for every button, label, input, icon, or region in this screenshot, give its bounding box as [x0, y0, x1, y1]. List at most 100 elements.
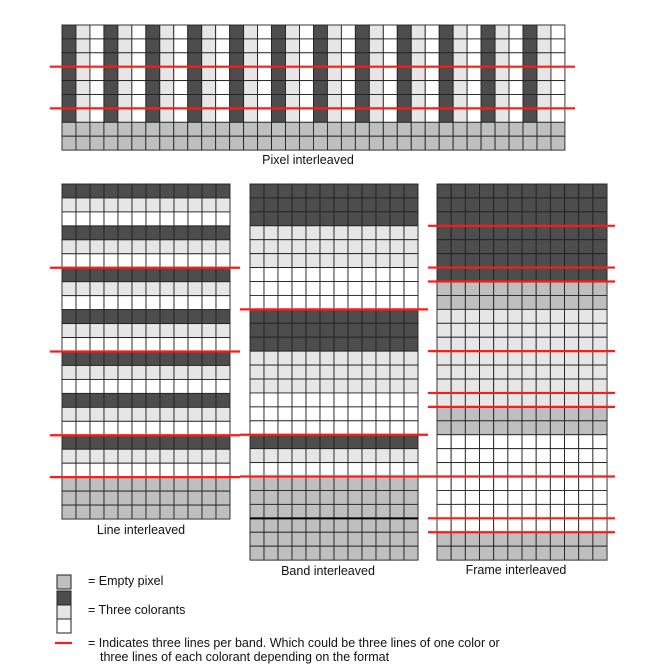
pixel-cell-light: [410, 24, 426, 40]
pixel-cell-white: [131, 107, 147, 123]
pixel-cell-empty: [201, 135, 217, 151]
line-cell-light: [75, 239, 91, 255]
line-cell-white: [173, 295, 189, 311]
band-cell-dark: [403, 183, 419, 199]
line-cell-light: [145, 365, 161, 380]
pixel-cell-light: [201, 80, 217, 95]
pixel-cell-white: [299, 38, 314, 54]
pixel-cell-dark: [271, 94, 286, 109]
pixel-cell-white: [299, 66, 314, 82]
band-cell-empty: [361, 476, 377, 491]
pixel-cell-white: [257, 66, 272, 82]
band-cell-white: [263, 462, 279, 477]
line-cell-light: [215, 281, 231, 297]
line-cell-dark: [159, 351, 175, 366]
line-cell-dark: [159, 392, 175, 408]
band-cell-white: [319, 294, 335, 310]
line-cell-white: [215, 378, 231, 394]
pixel-cell-empty: [299, 135, 314, 151]
frame-cell-dark: [464, 211, 480, 227]
frame-cell-white: [578, 448, 594, 464]
band-cell-dark: [333, 197, 349, 213]
line-cell-light: [145, 323, 161, 339]
line-cell-empty: [89, 490, 105, 506]
band-cell-empty: [291, 531, 307, 547]
band-cell-dark: [263, 336, 279, 352]
frame-cell-white: [592, 476, 608, 491]
band-cell-light: [389, 378, 405, 394]
line-cell-white: [201, 211, 217, 227]
frame-cell-white: [436, 462, 452, 477]
line-cell-white: [103, 462, 119, 478]
band-cell-light: [305, 253, 321, 269]
frame-cell-dark: [436, 197, 452, 213]
frame-cell-empty: [479, 545, 495, 561]
band-cell-dark: [375, 336, 391, 352]
frame-cell-dark: [436, 253, 452, 269]
pixel-cell-light: [368, 107, 384, 123]
band-cell-empty: [249, 531, 265, 547]
pixel-cell-empty: [299, 121, 314, 137]
band-cell-light: [389, 253, 405, 269]
band-cell-light: [361, 253, 377, 269]
pixel-cell-dark: [61, 80, 77, 95]
band-cell-empty: [249, 476, 265, 491]
band-cell-empty: [347, 531, 363, 547]
pixel-cell-light: [159, 52, 175, 68]
pixel-cell-white: [131, 24, 147, 40]
line-cell-empty: [61, 476, 77, 492]
frame-cell-white: [564, 434, 580, 450]
line-cell-light: [103, 281, 119, 297]
band-cell-dark: [319, 183, 335, 199]
frame-cell-light: [535, 378, 551, 394]
line-cell-dark: [145, 309, 161, 325]
frame-cell-light: [521, 308, 537, 324]
line-cell-dark: [145, 392, 161, 408]
line-cell-white: [131, 420, 147, 436]
band-cell-light: [403, 253, 419, 269]
line-cell-light: [89, 323, 105, 339]
pixel-cell-light: [410, 94, 426, 109]
band-cell-dark: [333, 308, 349, 324]
pixel-cell-light: [368, 94, 384, 109]
pixel-cell-light: [201, 38, 217, 54]
pixel-cell-light: [285, 66, 300, 82]
line-cell-light: [187, 448, 203, 464]
frame-cell-empty: [464, 531, 480, 547]
band-cell-dark: [263, 211, 279, 227]
frame-cell-dark: [535, 239, 551, 255]
band-cell-empty: [403, 490, 419, 505]
band-cell-white: [403, 406, 419, 422]
band-cell-light: [389, 239, 405, 255]
band-cell-empty: [375, 503, 391, 519]
band-cell-light: [333, 364, 349, 380]
frame-cell-empty: [549, 294, 565, 310]
frame-cell-empty: [479, 281, 495, 296]
pixel-cell-empty: [61, 135, 77, 151]
line-cell-light: [159, 365, 175, 380]
frame-cell-light: [578, 350, 594, 366]
line-cell-empty: [173, 490, 189, 506]
band-cell-dark: [291, 434, 307, 450]
pixel-cell-light: [326, 24, 342, 40]
pixel-cell-dark: [396, 52, 412, 68]
frame-cell-white: [450, 490, 466, 505]
frame-cell-white: [493, 448, 509, 464]
line-cell-white: [75, 211, 91, 227]
pixel-cell-light: [117, 24, 133, 40]
line-cell-white: [75, 420, 91, 436]
band-cell-dark: [375, 197, 391, 213]
line-cell-light: [117, 197, 133, 213]
pixel-cell-dark: [103, 66, 119, 82]
frame-cell-dark: [436, 239, 452, 255]
pixel-cell-white: [382, 24, 398, 40]
pixel-cell-white: [257, 94, 272, 109]
pixel-cell-dark: [187, 66, 203, 82]
line-cell-dark: [75, 392, 91, 408]
frame-cell-light: [521, 336, 537, 352]
frame-cell-dark: [436, 267, 452, 282]
band-cell-dark: [347, 197, 363, 213]
pixel-cell-dark: [438, 24, 454, 40]
line-cell-dark: [103, 183, 119, 199]
frame-cell-dark: [535, 225, 551, 241]
